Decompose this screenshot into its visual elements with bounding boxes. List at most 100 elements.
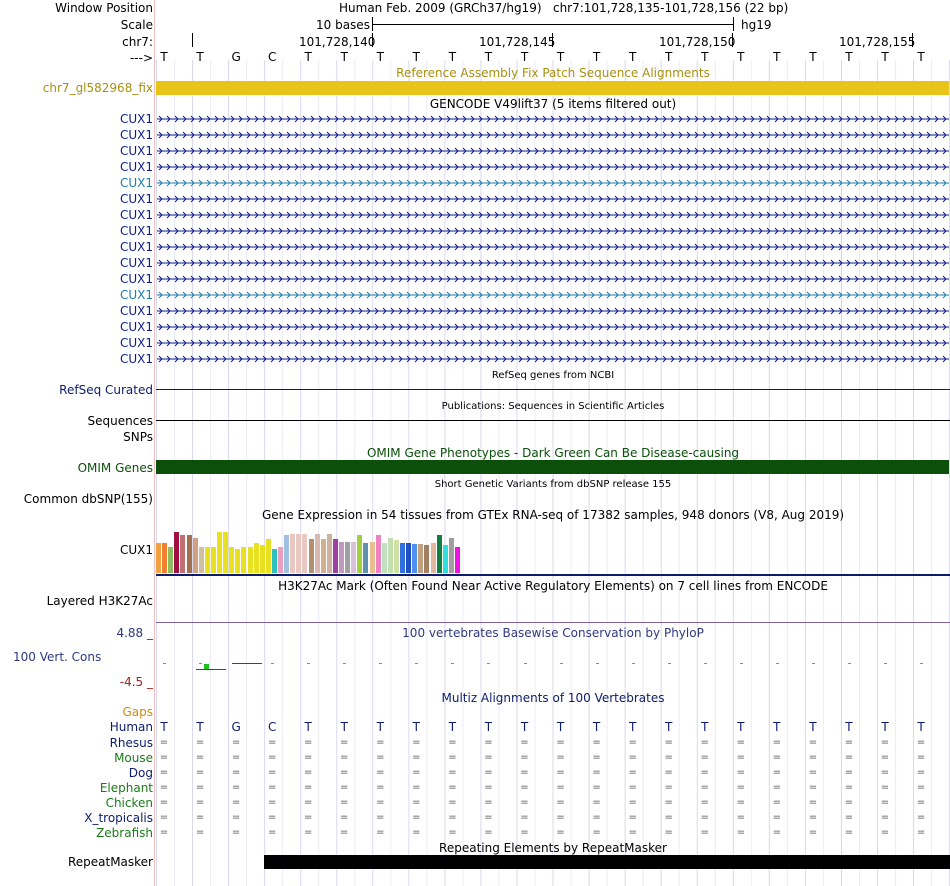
gtex-label[interactable]: CUX1 xyxy=(119,543,153,557)
gtex-tissue-bar[interactable] xyxy=(381,543,387,573)
gtex-tissue-bar[interactable] xyxy=(332,539,338,573)
gencode-gene-label[interactable]: CUX1 xyxy=(119,112,153,126)
gtex-tissue-bar[interactable] xyxy=(412,544,418,573)
gtex-tissue-bar[interactable] xyxy=(418,544,424,573)
gtex-tissue-bar[interactable] xyxy=(363,543,369,573)
gtex-tissue-bar[interactable] xyxy=(290,534,296,573)
gtex-tissue-bar[interactable] xyxy=(229,547,235,573)
gtex-tissue-bar[interactable] xyxy=(351,542,357,573)
multiz-species-label[interactable]: Rhesus xyxy=(109,736,153,750)
gencode-gene-label[interactable]: CUX1 xyxy=(119,144,153,158)
multiz-human-label[interactable]: Human xyxy=(109,720,153,734)
gtex-tissue-bar[interactable] xyxy=(192,538,198,573)
gencode-gene-line[interactable] xyxy=(157,322,949,332)
gencode-gene-label[interactable]: CUX1 xyxy=(119,336,153,350)
gtex-tissue-bar[interactable] xyxy=(278,547,283,573)
gencode-gene-line[interactable] xyxy=(157,274,949,284)
gencode-gene-label[interactable]: CUX1 xyxy=(119,160,153,174)
publications-label-snps[interactable]: SNPs xyxy=(123,430,153,444)
gtex-tissue-bar[interactable] xyxy=(369,542,375,573)
multiz-species-label[interactable]: Dog xyxy=(128,766,153,780)
gencode-gene-label[interactable]: CUX1 xyxy=(119,256,153,270)
multiz-species-label[interactable]: Elephant xyxy=(99,781,153,795)
gencode-gene-label[interactable]: CUX1 xyxy=(119,192,153,206)
gencode-gene-line[interactable] xyxy=(157,354,949,364)
gtex-tissue-bar[interactable] xyxy=(339,542,344,573)
gtex-tissue-bar[interactable] xyxy=(180,535,186,573)
gencode-gene-line[interactable] xyxy=(157,178,949,188)
repeatmasker-label[interactable]: RepeatMasker xyxy=(67,855,153,869)
gtex-tissue-bar[interactable] xyxy=(241,547,247,573)
multiz-gaps-label[interactable]: Gaps xyxy=(122,705,153,719)
gencode-gene-label[interactable]: CUX1 xyxy=(119,304,153,318)
refseq-label[interactable]: RefSeq Curated xyxy=(59,383,153,397)
gtex-tissue-bar[interactable] xyxy=(454,547,460,573)
gtex-tissue-bar[interactable] xyxy=(430,543,436,573)
repeatmasker-bar[interactable] xyxy=(264,855,950,869)
gencode-gene-label[interactable]: CUX1 xyxy=(119,176,153,190)
gencode-gene-line[interactable] xyxy=(157,258,949,268)
gencode-gene-label[interactable]: CUX1 xyxy=(119,352,153,366)
gencode-gene-line[interactable] xyxy=(157,130,949,140)
fix-patch-bar[interactable] xyxy=(156,81,949,95)
gtex-tissue-bar[interactable] xyxy=(436,535,442,573)
gtex-tissue-bar[interactable] xyxy=(168,547,174,573)
gtex-tissue-bar[interactable] xyxy=(314,534,320,573)
gtex-tissue-bar[interactable] xyxy=(204,547,210,573)
gencode-gene-label[interactable]: CUX1 xyxy=(119,288,153,302)
gtex-tissue-bar[interactable] xyxy=(442,545,448,573)
gtex-tissue-bar[interactable] xyxy=(284,535,290,573)
multiz-species-label[interactable]: X_tropicalis xyxy=(84,811,153,825)
gtex-tissue-bar[interactable] xyxy=(320,539,326,573)
omim-bar[interactable] xyxy=(156,460,949,474)
gtex-tissue-bar[interactable] xyxy=(265,539,271,573)
gencode-gene-line[interactable] xyxy=(157,226,949,236)
multiz-species-label[interactable]: Zebrafish xyxy=(96,826,153,840)
phylop-label[interactable]: 100 Vert. Cons xyxy=(13,650,102,664)
gtex-tissue-bar[interactable] xyxy=(400,543,405,573)
gtex-tissue-bar[interactable] xyxy=(198,547,204,573)
gencode-gene-label[interactable]: CUX1 xyxy=(119,272,153,286)
gencode-gene-line[interactable] xyxy=(157,338,949,348)
gencode-gene-label[interactable]: CUX1 xyxy=(119,208,153,222)
gtex-tissue-bar[interactable] xyxy=(302,534,308,573)
gtex-tissue-bar[interactable] xyxy=(296,534,302,573)
gtex-tissue-bar[interactable] xyxy=(156,543,161,573)
gtex-tissue-bar[interactable] xyxy=(186,535,192,573)
gtex-tissue-bar[interactable] xyxy=(217,532,222,573)
gtex-tissue-bar[interactable] xyxy=(247,547,253,573)
gtex-tissue-bar[interactable] xyxy=(235,549,241,573)
gencode-gene-line[interactable] xyxy=(157,290,949,300)
gtex-tissue-bar[interactable] xyxy=(308,539,314,573)
gtex-tissue-bar[interactable] xyxy=(326,534,332,573)
gtex-tissue-bar[interactable] xyxy=(387,538,393,573)
gtex-tissue-bar[interactable] xyxy=(424,545,430,573)
multiz-species-label[interactable]: Chicken xyxy=(105,796,153,810)
omim-label[interactable]: OMIM Genes xyxy=(77,461,153,475)
gtex-tissue-bar[interactable] xyxy=(210,547,216,573)
gencode-gene-line[interactable] xyxy=(157,194,949,204)
multiz-species-label[interactable]: Mouse xyxy=(114,751,153,765)
gencode-gene-line[interactable] xyxy=(157,162,949,172)
gtex-tissue-bar[interactable] xyxy=(253,543,259,573)
gtex-bar-chart[interactable] xyxy=(156,525,556,573)
gtex-tissue-bar[interactable] xyxy=(259,545,265,573)
dbsnp-label[interactable]: Common dbSNP(155) xyxy=(23,492,153,506)
gtex-tissue-bar[interactable] xyxy=(345,542,351,573)
gencode-gene-line[interactable] xyxy=(157,114,949,124)
gtex-tissue-bar[interactable] xyxy=(223,532,229,573)
gtex-tissue-bar[interactable] xyxy=(375,535,381,573)
gtex-tissue-bar[interactable] xyxy=(162,543,168,573)
gtex-tissue-bar[interactable] xyxy=(393,540,399,573)
fix-patch-label[interactable]: chr7_gl582968_fix xyxy=(42,81,153,95)
gencode-gene-line[interactable] xyxy=(157,306,949,316)
gencode-gene-label[interactable]: CUX1 xyxy=(119,128,153,142)
h3k27ac-label[interactable]: Layered H3K27Ac xyxy=(46,594,153,608)
gencode-gene-line[interactable] xyxy=(157,146,949,156)
gencode-gene-label[interactable]: CUX1 xyxy=(119,224,153,238)
gtex-tissue-bar[interactable] xyxy=(174,532,180,573)
gtex-tissue-bar[interactable] xyxy=(448,538,454,573)
gtex-tissue-bar[interactable] xyxy=(271,549,277,573)
gtex-tissue-bar[interactable] xyxy=(406,543,412,573)
gencode-gene-label[interactable]: CUX1 xyxy=(119,320,153,334)
